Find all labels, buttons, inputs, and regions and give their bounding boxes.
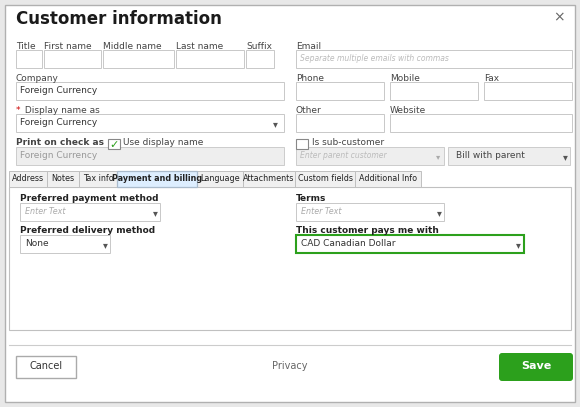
Bar	[103, 50, 174, 68]
Text: This customer pays me with: This customer pays me with	[296, 226, 439, 235]
Bar	[9, 187, 571, 330]
Text: Company: Company	[16, 74, 59, 83]
Text: CAD Canadian Dollar: CAD Canadian Dollar	[301, 239, 396, 248]
Bar	[197, 171, 243, 187]
Text: Preferred payment method: Preferred payment method	[20, 194, 158, 203]
Text: Address: Address	[12, 174, 44, 183]
Text: Cancel: Cancel	[30, 361, 63, 371]
Bar	[296, 235, 524, 253]
Bar	[246, 50, 274, 68]
Text: Tax info: Tax info	[82, 174, 113, 183]
Bar	[296, 82, 384, 100]
Text: Other: Other	[296, 106, 322, 115]
Text: Enter Text: Enter Text	[25, 207, 66, 216]
Bar	[44, 50, 101, 68]
Text: ▾: ▾	[516, 240, 521, 250]
Text: Separate multiple emails with commas: Separate multiple emails with commas	[300, 54, 449, 63]
Bar	[47, 171, 79, 187]
Text: Preferred delivery method: Preferred delivery method	[20, 226, 155, 235]
Text: Foreign Currency: Foreign Currency	[20, 118, 97, 127]
Text: Save: Save	[521, 361, 551, 371]
Text: Title: Title	[16, 42, 35, 51]
Text: Terms: Terms	[296, 194, 327, 203]
Bar	[176, 50, 244, 68]
Text: None: None	[25, 239, 49, 248]
Text: Email: Email	[296, 42, 321, 51]
Text: Fax: Fax	[484, 74, 499, 83]
Text: ▾: ▾	[103, 240, 108, 250]
Text: Print on check as: Print on check as	[16, 138, 104, 147]
Bar	[296, 147, 444, 165]
Text: Display name as: Display name as	[22, 106, 100, 115]
Text: *: *	[16, 106, 20, 115]
Text: ▾: ▾	[437, 208, 442, 218]
Bar	[16, 114, 284, 132]
Bar	[16, 82, 284, 100]
Bar	[295, 171, 355, 187]
Text: Additional Info: Additional Info	[359, 174, 417, 183]
Bar	[484, 82, 572, 100]
Text: Enter Text: Enter Text	[301, 207, 342, 216]
Bar	[117, 171, 197, 187]
Bar	[16, 147, 284, 165]
Text: Suffix: Suffix	[246, 42, 272, 51]
Bar	[243, 171, 295, 187]
Bar	[9, 171, 47, 187]
Text: ✓: ✓	[109, 140, 119, 150]
Text: ▾: ▾	[563, 152, 568, 162]
Text: Custom fields: Custom fields	[298, 174, 353, 183]
Text: Customer information: Customer information	[16, 10, 222, 28]
Bar	[390, 82, 478, 100]
Text: Is sub-customer: Is sub-customer	[312, 138, 384, 147]
Bar	[390, 114, 572, 132]
Text: Middle name: Middle name	[103, 42, 162, 51]
Text: ▾: ▾	[153, 208, 158, 218]
Text: First name: First name	[44, 42, 92, 51]
Bar	[16, 50, 42, 68]
Text: Bill with parent: Bill with parent	[455, 151, 524, 160]
Text: ▾: ▾	[436, 153, 440, 162]
Bar	[448, 147, 570, 165]
Text: Phone: Phone	[296, 74, 324, 83]
Bar	[20, 203, 160, 221]
Text: ×: ×	[553, 10, 565, 24]
Text: ▾: ▾	[273, 119, 278, 129]
Text: Notes: Notes	[52, 174, 75, 183]
Text: Last name: Last name	[176, 42, 223, 51]
Bar	[16, 356, 76, 378]
FancyBboxPatch shape	[499, 353, 573, 381]
Bar	[296, 139, 308, 149]
Text: Enter parent customer: Enter parent customer	[300, 151, 387, 160]
Bar	[296, 203, 444, 221]
Bar	[296, 50, 572, 68]
Bar	[296, 114, 384, 132]
Bar	[20, 235, 110, 253]
Text: Use display name: Use display name	[123, 138, 204, 147]
Text: Foreign Currency: Foreign Currency	[20, 151, 97, 160]
Text: Foreign Currency: Foreign Currency	[20, 86, 97, 95]
Text: Mobile: Mobile	[390, 74, 420, 83]
Text: Payment and billing: Payment and billing	[112, 174, 202, 183]
Text: Privacy: Privacy	[272, 361, 308, 371]
Bar	[79, 171, 117, 187]
Bar	[355, 171, 421, 187]
Text: Language: Language	[200, 174, 240, 183]
Text: Website: Website	[390, 106, 426, 115]
Bar	[108, 139, 120, 149]
Text: Attachments: Attachments	[244, 174, 295, 183]
